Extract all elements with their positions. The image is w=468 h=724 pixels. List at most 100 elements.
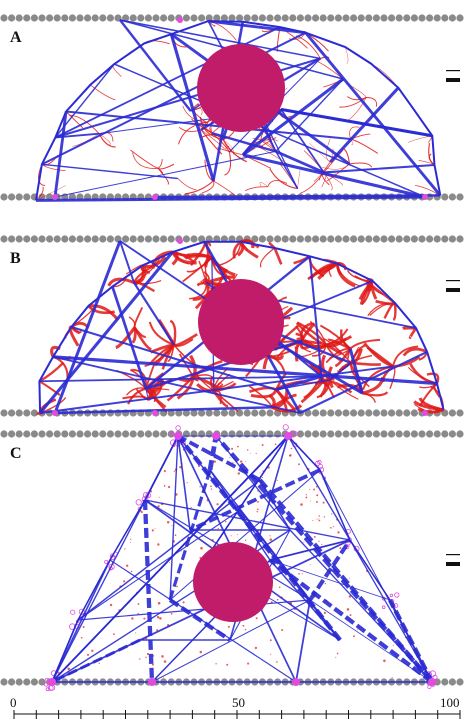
wall-bead bbox=[160, 14, 168, 22]
wall-bead bbox=[274, 235, 282, 243]
weak-fiber bbox=[230, 535, 232, 537]
weak-fiber bbox=[267, 180, 288, 187]
weak-fiber bbox=[318, 540, 320, 542]
strong-fiber bbox=[309, 599, 433, 683]
weak-fiber bbox=[361, 280, 374, 305]
wall-bead bbox=[30, 678, 38, 686]
weak-fiber bbox=[132, 265, 153, 284]
wall-bead bbox=[312, 14, 320, 22]
adhesion-anchor bbox=[52, 410, 58, 416]
wall-bead bbox=[129, 235, 137, 243]
weak-fiber bbox=[261, 477, 263, 479]
weak-fiber bbox=[269, 168, 298, 190]
strong-fiber bbox=[207, 435, 219, 471]
wall-bead bbox=[357, 14, 365, 22]
weak-fiber bbox=[174, 534, 177, 537]
top-wall bbox=[0, 14, 464, 22]
weak-fiber bbox=[65, 111, 83, 129]
weak-fiber bbox=[297, 169, 301, 189]
weak-fiber bbox=[250, 389, 278, 399]
weak-fiber bbox=[290, 447, 293, 450]
wall-bead bbox=[289, 235, 297, 243]
weak-fiber bbox=[349, 162, 373, 168]
panel-label: A bbox=[10, 29, 22, 46]
wall-bead bbox=[0, 678, 8, 686]
weak-fiber bbox=[112, 633, 115, 636]
weak-fiber bbox=[363, 342, 394, 368]
wall-bead bbox=[327, 14, 335, 22]
wall-bead bbox=[312, 235, 320, 243]
wall-bead bbox=[175, 409, 183, 417]
weak-fiber bbox=[198, 260, 208, 283]
weak-fiber bbox=[224, 151, 232, 176]
weak-fiber bbox=[143, 617, 146, 620]
wall-bead bbox=[122, 430, 130, 438]
strong-fiber bbox=[154, 194, 441, 199]
weak-fiber bbox=[337, 531, 340, 534]
weak-fiber bbox=[67, 667, 70, 671]
wall-bead bbox=[274, 14, 282, 22]
strong-fiber bbox=[168, 469, 212, 601]
wall-bead bbox=[456, 14, 464, 22]
wall-bead bbox=[15, 409, 23, 417]
weak-fiber bbox=[163, 485, 166, 487]
wall-bead bbox=[327, 430, 335, 438]
wall-bead bbox=[319, 235, 327, 243]
wall-bead bbox=[236, 430, 244, 438]
weak-fiber bbox=[321, 380, 330, 388]
strong-fiber bbox=[119, 19, 192, 112]
wall-bead bbox=[388, 14, 396, 22]
wall-bead bbox=[258, 14, 266, 22]
weak-fiber bbox=[45, 687, 50, 692]
weak-fiber bbox=[332, 526, 334, 528]
weak-fiber bbox=[325, 328, 349, 346]
weak-fiber bbox=[210, 485, 212, 488]
wall-bead bbox=[342, 14, 350, 22]
weak-fiber bbox=[366, 97, 378, 107]
wall-bead bbox=[456, 409, 464, 417]
weak-fiber bbox=[268, 242, 276, 249]
strong-fiber bbox=[54, 150, 276, 198]
weak-fiber bbox=[231, 447, 234, 450]
weak-fiber bbox=[381, 605, 386, 609]
weak-fiber bbox=[163, 470, 166, 473]
weak-fiber bbox=[296, 321, 327, 346]
wall-bead bbox=[426, 430, 434, 438]
weak-fiber bbox=[317, 459, 322, 465]
wall-bead bbox=[198, 14, 206, 22]
wall-bead bbox=[205, 14, 213, 22]
wall-bead bbox=[129, 430, 137, 438]
wall-bead bbox=[448, 235, 456, 243]
weak-fiber bbox=[175, 425, 181, 431]
weak-fiber bbox=[313, 59, 344, 80]
wall-bead bbox=[342, 430, 350, 438]
weak-fiber bbox=[255, 617, 258, 620]
wall-bead bbox=[152, 235, 160, 243]
weak-fiber bbox=[69, 114, 100, 135]
weak-fiber bbox=[227, 625, 230, 628]
wall-bead bbox=[342, 235, 350, 243]
wall-bead bbox=[296, 14, 304, 22]
strong-fiber bbox=[177, 435, 191, 531]
strong-fiber bbox=[275, 150, 325, 174]
weak-fiber bbox=[216, 503, 219, 506]
wall-bead bbox=[15, 193, 23, 201]
weak-fiber bbox=[313, 535, 316, 538]
wall-bead bbox=[53, 235, 61, 243]
strong-fiber bbox=[151, 599, 311, 683]
wall-bead bbox=[334, 409, 342, 417]
wall-bead bbox=[137, 235, 145, 243]
weak-fiber bbox=[135, 632, 137, 634]
weak-fiber bbox=[244, 460, 246, 462]
wall-bead bbox=[357, 430, 365, 438]
wall-bead bbox=[23, 409, 31, 417]
wall-bead bbox=[334, 14, 342, 22]
weak-fiber bbox=[426, 372, 440, 384]
wall-bead bbox=[327, 235, 335, 243]
wall-bead bbox=[395, 430, 403, 438]
wall-bead bbox=[99, 235, 107, 243]
wall-bead bbox=[312, 409, 320, 417]
weak-fiber bbox=[180, 550, 182, 552]
wall-bead bbox=[91, 430, 99, 438]
